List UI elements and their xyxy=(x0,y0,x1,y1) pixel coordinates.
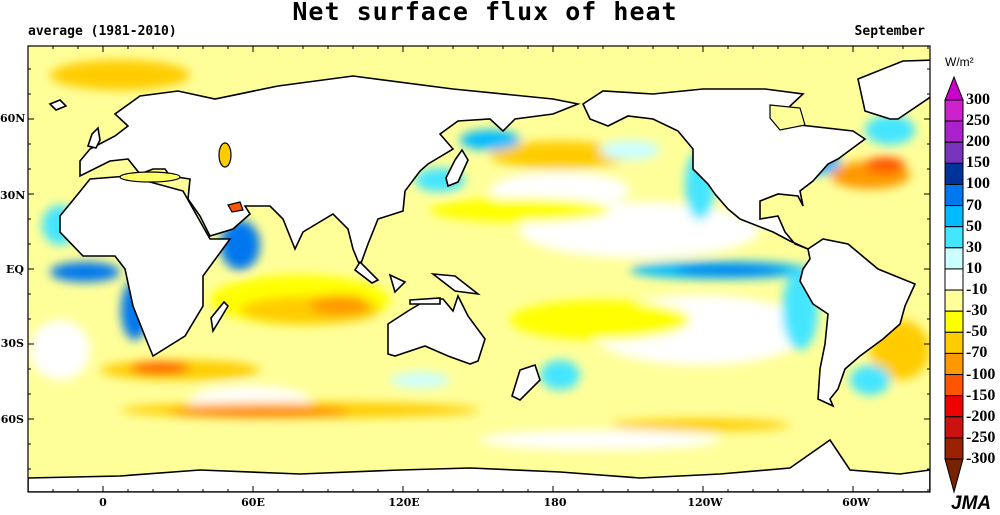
colorbar-swatch xyxy=(944,205,964,228)
colorbar-swatch xyxy=(944,416,964,439)
colorbar-max-triangle xyxy=(944,75,964,101)
colorbar-swatch xyxy=(944,247,964,270)
colorbar-swatch xyxy=(944,226,964,249)
colorbar-swatch xyxy=(944,437,964,460)
colorbar-swatch xyxy=(944,374,964,397)
colorbar-swatch xyxy=(944,183,964,207)
colorbar-label: 150 xyxy=(966,154,990,172)
colorbar-min-triangle xyxy=(944,458,964,494)
colorbar-label: -200 xyxy=(966,407,996,425)
colorbar-label: 50 xyxy=(966,217,982,235)
lon-label-60w: 60W xyxy=(842,496,870,509)
colorbar-label: -30 xyxy=(966,302,988,320)
colorbar-label: 200 xyxy=(966,133,990,151)
jma-logo: JMA xyxy=(951,493,992,514)
colorbar-label: 30 xyxy=(966,238,982,256)
colorbar-swatch xyxy=(944,331,964,354)
lat-label-60n: 60N xyxy=(0,112,26,125)
colorbar-label: 100 xyxy=(966,175,990,193)
colorbar-swatch xyxy=(944,289,964,312)
lon-label-60e: 60E xyxy=(241,496,265,509)
colorbar-label: 250 xyxy=(966,112,990,130)
month-label: September xyxy=(854,24,925,39)
lon-label-0: 0 xyxy=(99,496,107,509)
colorbar-label: -10 xyxy=(966,281,988,299)
colorbar-swatch xyxy=(944,352,964,376)
lat-label-30n: 30N xyxy=(0,189,26,202)
lat-label-60s: 60S xyxy=(0,413,24,426)
colorbar-label: -70 xyxy=(966,344,988,362)
lon-label-120e: 120E xyxy=(388,496,420,509)
colorbar-swatch xyxy=(944,141,964,164)
lat-label-30s: 30S xyxy=(0,337,24,350)
colorbar-label: -300 xyxy=(966,450,996,467)
colorbar-label: -250 xyxy=(966,428,996,446)
colorbar-label: -100 xyxy=(966,365,996,383)
flux-field xyxy=(28,46,930,492)
colorbar-label: -150 xyxy=(966,386,996,404)
colorbar-swatch xyxy=(944,268,964,291)
colorbar-swatch xyxy=(944,162,964,185)
colorbar-label: 10 xyxy=(966,259,982,277)
lon-label-120w: 120W xyxy=(687,496,723,509)
land-outlines xyxy=(28,59,930,492)
lon-label-180: 180 xyxy=(543,496,567,509)
map-title: Net surface flux of heat xyxy=(292,0,678,26)
colorbar-swatch xyxy=(944,99,964,122)
colorbar-label: 300 xyxy=(966,91,990,108)
colorbar-swatch xyxy=(944,395,964,418)
lat-label-eq: EQ xyxy=(6,263,24,276)
unit-label: W/m² xyxy=(945,55,974,69)
colorbar-label: -50 xyxy=(966,323,988,341)
colorbar-swatch xyxy=(944,310,964,333)
colorbar-label: 70 xyxy=(966,196,982,214)
colorbar xyxy=(944,75,964,494)
colorbar-swatch xyxy=(944,120,964,143)
period-label: average (1981-2010) xyxy=(28,24,177,39)
